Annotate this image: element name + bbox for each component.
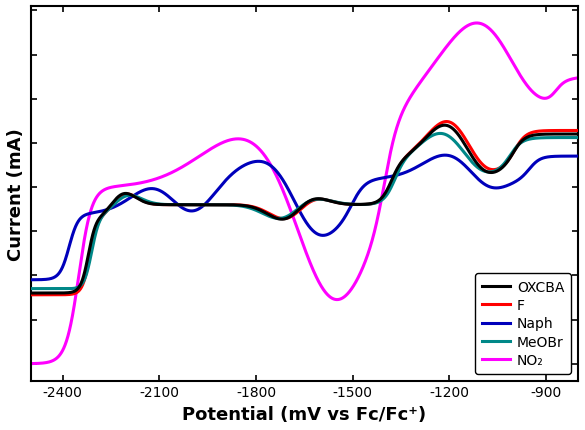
Naph [505, 183, 512, 188]
Y-axis label: Current (mA): Current (mA) [7, 128, 25, 260]
OXCBA [27, 291, 34, 296]
MeOBr [564, 135, 571, 141]
F [505, 158, 512, 163]
NO₂ [27, 361, 34, 366]
NO₂ [505, 54, 512, 59]
Naph [122, 199, 129, 204]
Naph [574, 154, 581, 160]
Line: F: F [30, 122, 578, 295]
OXCBA [574, 132, 581, 137]
Naph [90, 211, 97, 216]
Naph [564, 154, 571, 160]
NO₂ [473, 22, 480, 27]
MeOBr [237, 204, 244, 209]
MeOBr [261, 212, 268, 217]
NO₂ [122, 183, 129, 188]
F [564, 129, 571, 134]
F [122, 192, 129, 197]
X-axis label: Potential (mV vs Fc/Fc⁺): Potential (mV vs Fc/Fc⁺) [182, 405, 426, 423]
F [574, 129, 581, 134]
OXCBA [122, 191, 129, 197]
F [27, 292, 34, 298]
Naph [261, 160, 268, 166]
Naph [442, 153, 449, 158]
NO₂ [90, 203, 97, 208]
OXCBA [90, 232, 97, 237]
NO₂ [261, 153, 268, 158]
MeOBr [122, 194, 129, 199]
OXCBA [261, 210, 268, 215]
MeOBr [62, 286, 69, 292]
F [261, 209, 268, 214]
Naph [27, 277, 34, 283]
OXCBA [237, 203, 244, 208]
Line: OXCBA: OXCBA [30, 126, 578, 293]
Line: Naph: Naph [30, 156, 578, 280]
MeOBr [574, 135, 581, 141]
NO₂ [564, 79, 571, 84]
Line: NO₂: NO₂ [30, 24, 578, 364]
F [443, 120, 450, 125]
MeOBr [27, 286, 34, 292]
MeOBr [436, 132, 443, 137]
Line: MeOBr: MeOBr [30, 134, 578, 289]
MeOBr [90, 243, 97, 248]
F [90, 238, 97, 243]
OXCBA [505, 158, 512, 163]
MeOBr [505, 156, 512, 161]
NO₂ [574, 76, 581, 81]
Legend: OXCBA, F, Naph, MeOBr, NO₂: OXCBA, F, Naph, MeOBr, NO₂ [475, 273, 571, 374]
Naph [237, 166, 244, 171]
F [237, 203, 244, 208]
OXCBA [564, 132, 571, 137]
OXCBA [441, 123, 448, 129]
NO₂ [237, 137, 244, 142]
